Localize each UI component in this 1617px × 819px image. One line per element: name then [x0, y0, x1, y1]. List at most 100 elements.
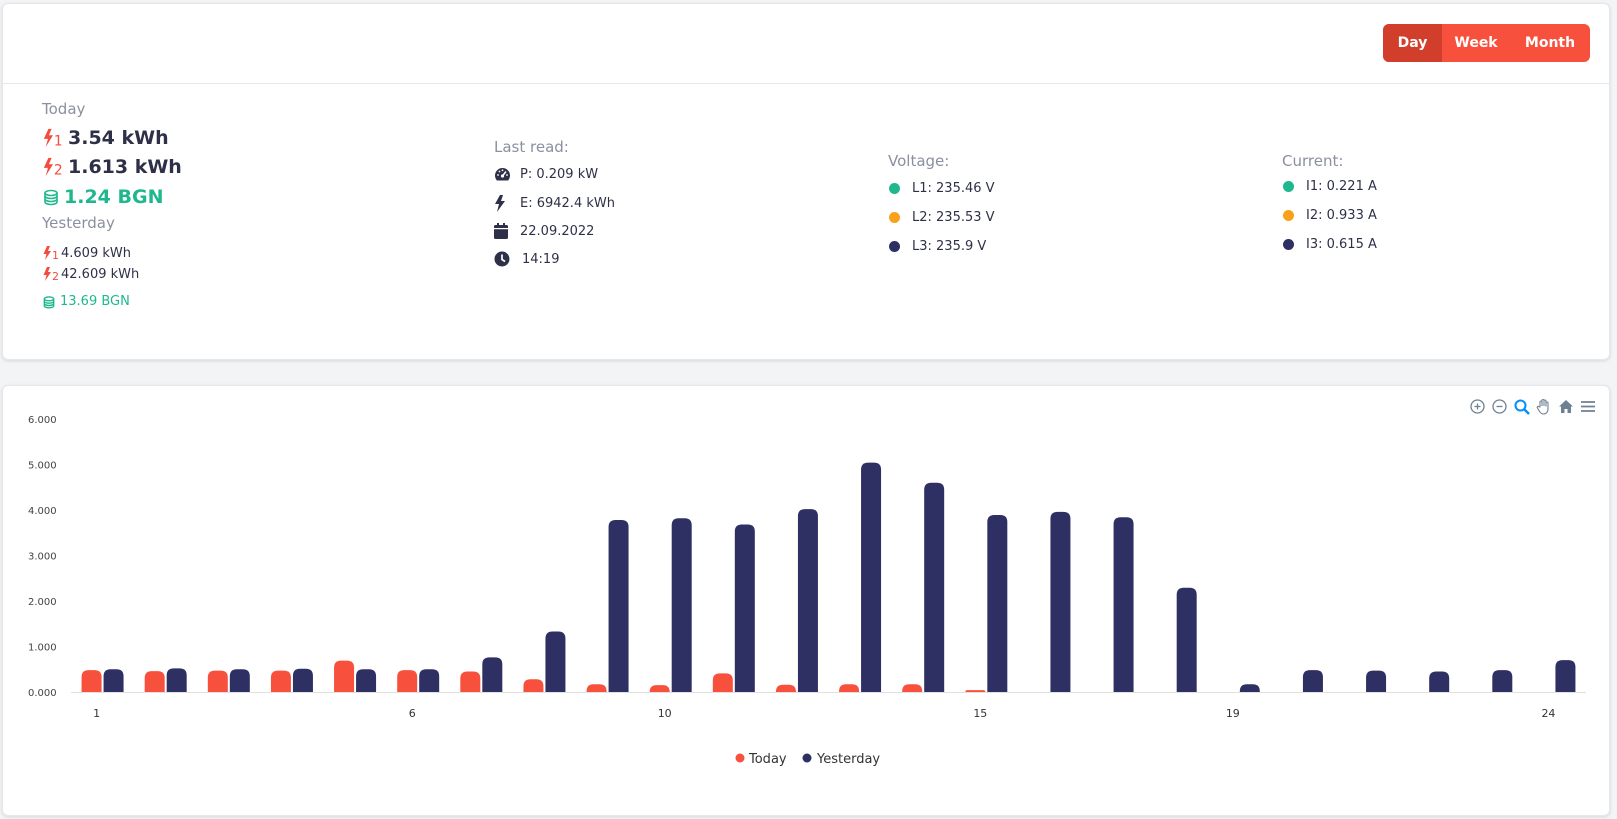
yesterday-tariff2-value: 42.609 kWh: [61, 266, 140, 282]
bar-today[interactable]: [397, 670, 418, 692]
current-i3: I3: 0.615 A: [1283, 234, 1377, 254]
bar-yesterday[interactable]: [482, 657, 503, 692]
bar-today[interactable]: [523, 679, 544, 692]
bar-yesterday[interactable]: [1555, 660, 1576, 692]
day-button[interactable]: Day: [1383, 24, 1442, 62]
bar-yesterday[interactable]: [924, 482, 945, 692]
bar-yesterday[interactable]: [734, 524, 755, 692]
energy-value: E: 6942.4 kWh: [520, 195, 615, 211]
week-button[interactable]: Week: [1442, 24, 1510, 62]
bar-today[interactable]: [334, 660, 355, 692]
chart-toolbar: [1469, 398, 1596, 415]
bar-yesterday[interactable]: [987, 515, 1008, 692]
card-header: Day Week Month: [3, 4, 1609, 84]
bar-today[interactable]: [586, 684, 607, 692]
bar-yesterday[interactable]: [356, 669, 377, 692]
voltage-l1: L1: 235.46 V: [889, 178, 995, 198]
x-tick-label: 6: [409, 707, 416, 720]
today-label: Today: [42, 100, 86, 118]
y-tick-label: 4.000: [28, 506, 57, 517]
time-line: 14:19: [494, 249, 615, 269]
bar-today[interactable]: [460, 671, 481, 692]
tariff1-small-icon: 1: [42, 245, 61, 261]
zoom-in-icon[interactable]: [1469, 398, 1486, 415]
bar-yesterday[interactable]: [797, 509, 818, 692]
pan-icon[interactable]: [1535, 398, 1552, 415]
i3-dot: [1283, 238, 1294, 250]
tariff2-icon: 2: [42, 156, 64, 178]
current-label: Current:: [1282, 152, 1344, 170]
gauge-icon: [494, 167, 520, 182]
date-value: 22.09.2022: [520, 223, 595, 239]
bar-yesterday[interactable]: [1113, 517, 1134, 692]
bar-yesterday[interactable]: [545, 631, 566, 692]
y-tick-label: 0.000: [28, 688, 57, 699]
bar-today[interactable]: [270, 670, 291, 692]
zoom-out-icon[interactable]: [1491, 398, 1508, 415]
current-i3-value: I3: 0.615 A: [1306, 236, 1377, 252]
bar-today[interactable]: [649, 685, 670, 692]
bar-yesterday[interactable]: [1176, 587, 1197, 692]
bar-yesterday[interactable]: [1050, 511, 1071, 692]
yesterday-tariff1-value: 4.609 kWh: [61, 245, 131, 261]
tariff1-icon: 1: [42, 127, 64, 149]
x-tick-label: 19: [1226, 707, 1240, 720]
bar-today[interactable]: [81, 670, 102, 692]
voltage-l2-value: L2: 235.53 V: [912, 209, 995, 225]
home-icon[interactable]: [1557, 398, 1574, 415]
bar-today[interactable]: [902, 684, 923, 692]
bar-today[interactable]: [712, 673, 733, 692]
bar-yesterday[interactable]: [1366, 670, 1387, 692]
svg-text:2: 2: [54, 162, 63, 178]
time-value: 14:19: [522, 251, 560, 267]
power-line: P: 0.209 kW: [494, 164, 615, 184]
today-tariff2-value: 1.613 kWh: [68, 156, 182, 178]
summary-card: Day Week Month Today 1 3.54 kWh 2 1.613 …: [2, 3, 1610, 360]
last-read-list: P: 0.209 kW E: 6942.4 kWh 22.09.2022 14:…: [494, 164, 615, 269]
bar-yesterday[interactable]: [1429, 671, 1450, 692]
yesterday-cost: 13.69 BGN: [42, 294, 130, 309]
y-tick-label: 6.000: [28, 415, 57, 426]
l1-dot: [889, 182, 900, 194]
legend-marker-yesterday[interactable]: [802, 753, 812, 763]
bar-today[interactable]: [965, 690, 986, 692]
y-tick-label: 3.000: [28, 552, 57, 563]
current-i2-value: I2: 0.933 A: [1306, 207, 1377, 223]
chart-legend: Today Yesterday: [735, 752, 880, 767]
legend-label-today[interactable]: Today: [748, 752, 787, 767]
menu-icon[interactable]: [1579, 398, 1596, 415]
bar-yesterday[interactable]: [1239, 684, 1260, 692]
bar-yesterday[interactable]: [608, 520, 629, 692]
bar-today[interactable]: [207, 670, 228, 692]
bar-today[interactable]: [144, 671, 165, 692]
svg-text:1: 1: [54, 133, 63, 149]
yesterday-label: Yesterday: [42, 214, 115, 232]
legend-label-yesterday[interactable]: Yesterday: [816, 752, 880, 767]
bar-yesterday[interactable]: [861, 462, 882, 692]
zoom-select-icon[interactable]: [1513, 398, 1530, 415]
month-button[interactable]: Month: [1510, 24, 1590, 62]
l3-dot: [889, 240, 900, 252]
legend-marker-today[interactable]: [735, 753, 745, 763]
calendar-icon: [494, 223, 520, 239]
today-tariff2: 2 1.613 kWh: [42, 156, 182, 178]
i1-dot: [1283, 180, 1294, 192]
bar-yesterday[interactable]: [671, 518, 692, 692]
svg-text:1: 1: [52, 249, 59, 261]
bar-yesterday[interactable]: [292, 668, 313, 692]
chart-card: 6.000 5.000 4.000 3.000 2.000 1.000 0.000 1 6 10 1…: [2, 385, 1610, 816]
bar-yesterday[interactable]: [1492, 670, 1513, 692]
bar-today[interactable]: [839, 684, 860, 692]
x-tick-label: 24: [1541, 707, 1555, 720]
coins-icon: [42, 188, 64, 206]
bar-yesterday[interactable]: [166, 668, 187, 692]
y-tick-label: 5.000: [28, 461, 57, 472]
l2-dot: [889, 211, 900, 223]
bar-yesterday[interactable]: [103, 669, 124, 692]
svg-text:2: 2: [52, 270, 59, 282]
bar-yesterday[interactable]: [419, 669, 440, 692]
bar-yesterday[interactable]: [1302, 670, 1323, 692]
energy-line: E: 6942.4 kWh: [494, 193, 615, 213]
bar-today[interactable]: [775, 684, 796, 692]
bar-yesterday[interactable]: [229, 669, 250, 692]
